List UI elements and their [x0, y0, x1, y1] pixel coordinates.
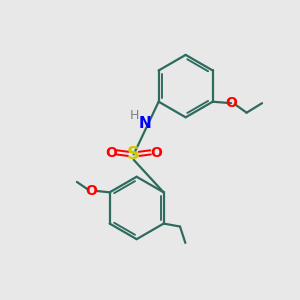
- Text: O: O: [85, 184, 97, 198]
- Text: S: S: [127, 146, 140, 164]
- Text: O: O: [105, 146, 117, 160]
- Text: H: H: [130, 109, 140, 122]
- Text: O: O: [151, 146, 163, 160]
- Text: N: N: [139, 116, 152, 130]
- Text: O: O: [226, 96, 237, 110]
